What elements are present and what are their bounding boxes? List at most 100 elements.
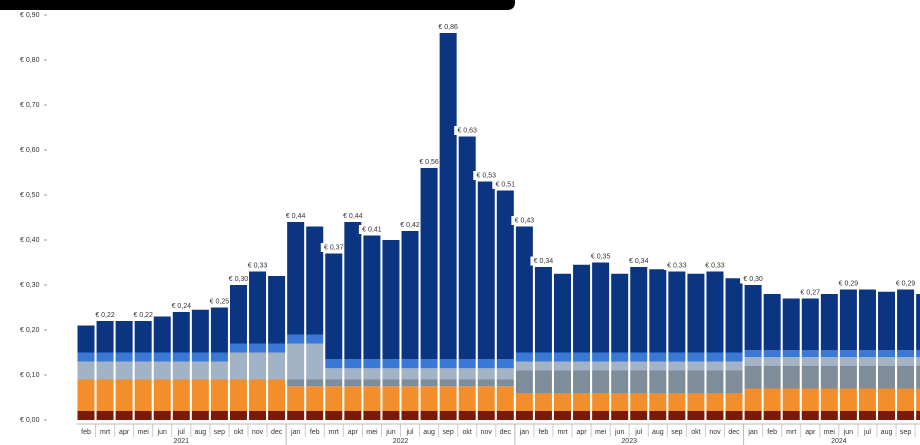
bar-segment [134,361,152,380]
bar-segment [477,379,495,387]
x-tick-label: apr [348,429,359,436]
bar-segment [344,222,362,360]
bar-segment [611,352,629,362]
total-label: € 0,33 [667,262,687,269]
x-tick-label: feb [767,429,777,436]
bar-segment [306,379,324,387]
total-label: € 0,29 [896,280,916,287]
bar-segment [420,168,438,360]
bar-segment [820,388,838,411]
bar-segment [858,357,876,366]
bar-segment [649,352,667,362]
bar-segment [496,386,514,411]
bar-segment [134,411,152,420]
bar-segment [839,357,857,366]
bar-segment [77,379,95,411]
bar-segment [668,370,686,393]
total-label: € 0,34 [629,258,649,265]
bar-segment [744,350,762,357]
x-tick-label: nov [481,429,493,436]
x-tick-label: jul [863,429,871,436]
bar-segment [858,388,876,411]
x-tick-label: sep [671,429,682,436]
bar-segment [916,294,920,351]
bar-segment [916,388,920,411]
bar-segment [344,386,362,411]
label-bg [454,126,481,135]
bar-segment [630,361,648,371]
bar-segment [592,262,610,353]
x-tick-label: dec [271,429,283,436]
bar-segment [306,343,324,380]
bar-segment [668,271,686,353]
bar-segment [554,352,571,362]
bar-segment [363,411,381,420]
bar-segment [477,359,495,369]
bar-segment [687,273,705,353]
bar-segment [96,352,114,362]
bar-segment [515,370,533,393]
x-tick-label: jul [406,429,414,436]
bar-segment [229,352,247,380]
label-bg [225,274,252,284]
bar-segment [306,411,324,420]
bar-segment [554,393,571,411]
x-tick-label: sep [442,429,453,436]
total-label: € 0,24 [172,303,192,310]
bar-segment [782,298,800,351]
bar-segment [534,393,552,411]
bar-segment [744,357,762,366]
bar-segment [229,285,247,344]
bar-segment [287,386,305,411]
bar-segment [210,411,228,420]
bar-segment [458,411,476,420]
bar-segment [820,366,838,389]
bar-segment [496,359,514,369]
bar-segment [401,359,419,369]
x-tick-label: jun [385,429,395,436]
bar-segment [725,411,743,420]
bar-segment [382,411,400,420]
total-label: € 0,86 [438,24,458,31]
x-tick-label: jan [519,429,529,436]
x-tick-label: mei [366,429,378,436]
bar-segment [458,136,476,360]
bar-segment [592,411,610,420]
bar-segment [115,352,133,362]
bar-segment [268,343,286,353]
bar-segment [592,393,610,411]
x-tick-label: okt [234,429,243,436]
x-tick-label: jan [290,429,300,436]
bar-segment [96,321,114,353]
bar-segment [687,393,705,411]
bar-segment [363,235,381,360]
x-tick-label: jan [747,429,757,436]
bar-segment [630,411,648,420]
bar-segment [706,352,724,362]
bar-segment [725,370,743,393]
bar-segment [515,352,533,362]
total-label: € 0,25 [210,298,230,305]
y-tick-label: € 0,30 [20,282,40,289]
bar-segment [153,361,171,380]
bar-segment [439,379,457,387]
label-bg [435,22,462,32]
x-tick-label: mei [595,429,607,436]
total-label: € 0,53 [477,172,497,179]
bar-segment [649,393,667,411]
bar-segment [611,393,629,411]
bar-segment [382,379,400,387]
label-bg [663,261,690,270]
x-tick-label: nov [252,429,264,436]
bar-segment [534,361,552,371]
bar-segment [687,411,705,420]
bar-segment [515,361,533,371]
bar-segment [801,298,819,351]
bar-segment [325,411,343,420]
bar-segment [287,222,305,335]
bar-segment [496,190,514,360]
bar-segment [268,276,286,344]
y-tick-label: € 0,80 [20,57,40,64]
total-label: € 0,42 [400,222,420,229]
total-label: € 0,56 [419,159,439,166]
